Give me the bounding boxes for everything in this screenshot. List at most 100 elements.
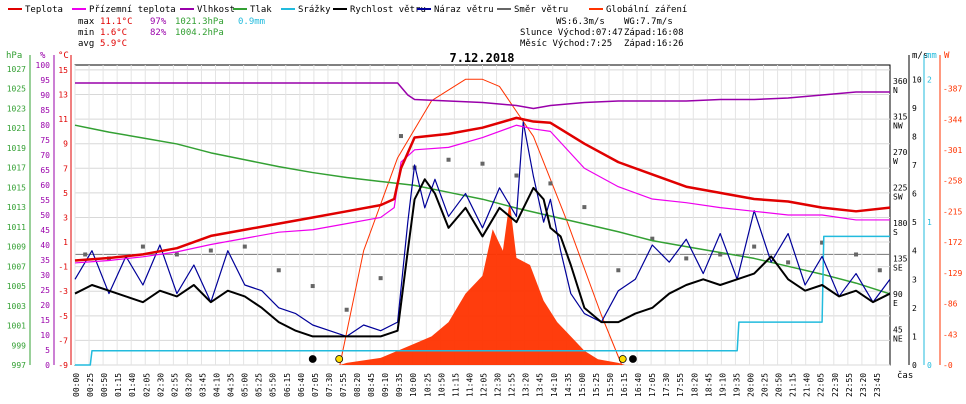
w-tick: -301 [943, 146, 962, 155]
ms-tick: 0 [912, 361, 917, 370]
stat-moon-set: Západ:16:26 [624, 39, 684, 49]
wind-dir-point [786, 260, 791, 265]
wind-dir-point [174, 252, 179, 257]
wind-dir-point [752, 244, 757, 249]
x-tick: 01:15 [114, 373, 123, 397]
pct-tick: 95 [40, 76, 50, 85]
hpa-tick: 1001 [7, 322, 26, 331]
legend-label-0: Teplota [25, 5, 63, 15]
stat-max-hum: 97% [150, 17, 167, 27]
legend-label-4: Srážky [298, 5, 331, 15]
c-tick: -5 [58, 312, 68, 321]
pct-tick: 55 [40, 196, 50, 205]
x-tick: 23:45 [873, 373, 882, 397]
hpa-tick: 1009 [7, 243, 26, 252]
hpa-tick: 1023 [7, 104, 26, 113]
ms-unit: m/s [912, 51, 928, 61]
stat-ws: WS:6.3m/s [556, 17, 605, 27]
wind-dir-point [310, 284, 315, 289]
x-tick: 05:00 [241, 373, 250, 397]
mm-unit: mm [926, 51, 937, 61]
chart-title: 7.12.2018 [449, 51, 514, 65]
hpa-tick: 997 [12, 361, 27, 370]
ms-tick: 10 [912, 75, 922, 84]
pct-tick: 30 [40, 271, 50, 280]
c-unit: °C [58, 51, 69, 61]
pct-tick: 45 [40, 226, 50, 235]
sunrise-marker [335, 355, 344, 363]
dir-tick-label: NE [893, 334, 903, 343]
x-tick: 15:50 [606, 373, 615, 397]
x-tick: 13:20 [522, 373, 531, 397]
stat-min-hum: 82% [150, 28, 167, 38]
x-tick: 12:30 [494, 373, 503, 397]
ground-temp-line [74, 124, 890, 264]
x-tick: 05:25 [255, 373, 264, 397]
w-tick: -0 [943, 361, 953, 370]
dir-tick-label: N [893, 86, 898, 95]
hpa-unit: hPa [6, 51, 22, 61]
ms-tick: 2 [912, 304, 917, 313]
c-tick: 13 [58, 91, 68, 100]
wind-dir-point [854, 252, 859, 257]
mm-tick: 2 [927, 75, 932, 84]
hpa-tick: 1011 [7, 223, 26, 232]
c-tick: 7 [63, 164, 68, 173]
stat-max-rain: 0.9mm [238, 17, 265, 27]
x-tick: 11:15 [451, 373, 460, 397]
x-tick: 00:50 [100, 373, 109, 397]
solar-area [75, 200, 890, 365]
w-tick: -387 [943, 85, 962, 94]
c-tick: -3 [58, 287, 68, 296]
series [74, 78, 891, 366]
wind-dir-point [140, 244, 145, 249]
pct-tick: 65 [40, 166, 50, 175]
c-tick: 11 [58, 115, 68, 124]
x-tick: 17:05 [648, 373, 657, 397]
stat-avg-label: avg [78, 39, 94, 49]
w-tick: -172 [943, 238, 962, 247]
x-axis-label: čas [897, 370, 913, 381]
x-tick: 03:20 [184, 373, 193, 397]
x-tick: 10:50 [437, 373, 446, 397]
wind-dir-point [480, 161, 485, 166]
legend-label-8: Globální záření [606, 5, 687, 15]
stat-max-press: 1021.3hPa [175, 17, 224, 27]
ms-tick: 6 [912, 190, 917, 199]
hpa-tick: 1021 [7, 124, 26, 133]
sun-moon-markers [308, 355, 637, 363]
x-tick: 21:40 [803, 373, 812, 397]
w-tick: -43 [943, 330, 958, 339]
temp-line [74, 116, 891, 262]
stat-sun-set: Západ:16:08 [624, 28, 684, 38]
wind-dir-point [399, 134, 403, 139]
x-tick: 17:55 [676, 373, 685, 397]
sunset-marker [618, 355, 627, 363]
dir-tick: 180 [893, 219, 908, 228]
hpa-tick: 999 [12, 341, 27, 350]
pct-tick: 40 [40, 241, 50, 250]
x-tick: 02:55 [170, 373, 179, 397]
x-tick: 20:25 [761, 373, 770, 397]
hpa-tick: 1013 [7, 203, 26, 212]
wind-dir-point [378, 276, 383, 281]
c-tick: 5 [63, 189, 68, 198]
mm-tick: 0 [927, 361, 932, 370]
x-tick: 06:40 [297, 373, 306, 397]
x-axis: 00:00 00:25 00:50 01:15 01:40 02:05 02:30 02:55… [72, 373, 882, 397]
hpa-tick: 1015 [7, 183, 26, 192]
pct-tick: 90 [40, 91, 50, 100]
wind-dir-point [83, 252, 88, 257]
x-tick: 14:10 [550, 373, 559, 397]
pct-tick: 20 [40, 301, 50, 310]
c-tick: 9 [63, 140, 68, 149]
axis-unit-labels: hPa % °C m/s mm W čas [6, 51, 950, 381]
pct-tick: 80 [40, 121, 50, 130]
ms-tick: 4 [912, 247, 917, 256]
dir-tick: 225 [893, 183, 908, 192]
rain-line [75, 235, 890, 366]
dir-tick: 90 [893, 290, 903, 299]
pct-tick: 0 [45, 361, 50, 370]
x-tick: 10:00 [409, 373, 418, 397]
x-tick: 05:50 [269, 373, 278, 397]
